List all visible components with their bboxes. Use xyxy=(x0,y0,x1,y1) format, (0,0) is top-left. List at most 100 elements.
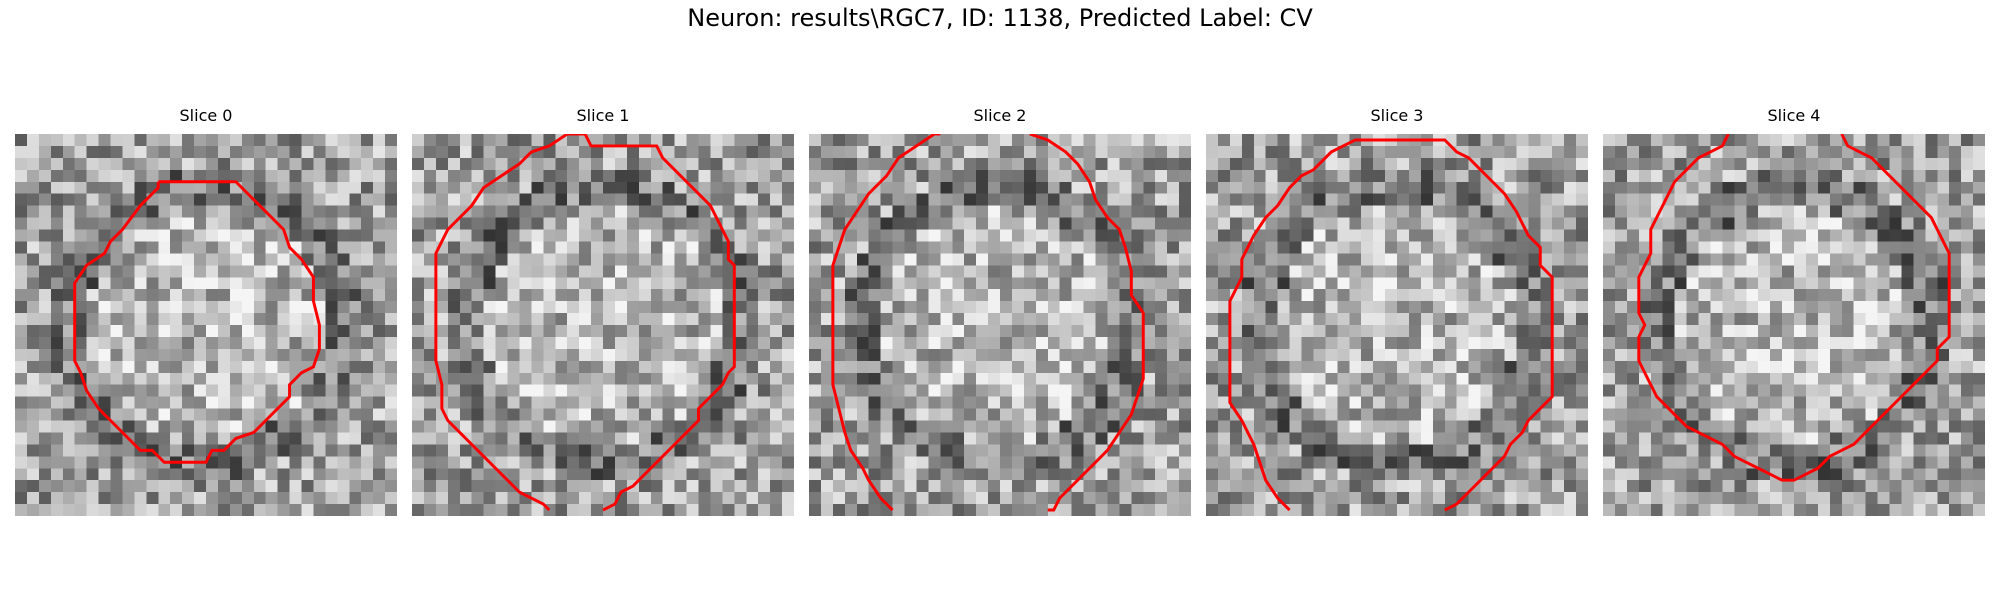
pixel xyxy=(904,444,917,457)
pixel xyxy=(1638,301,1651,314)
pixel xyxy=(229,325,243,338)
pixel xyxy=(483,468,496,481)
pixel xyxy=(1913,241,1926,254)
pixel xyxy=(1468,444,1481,457)
pixel xyxy=(1241,193,1254,206)
pixel xyxy=(1889,348,1902,362)
pixel xyxy=(746,456,759,469)
pixel xyxy=(614,336,628,350)
pixel xyxy=(361,253,374,266)
pixel xyxy=(809,181,822,194)
pixel xyxy=(1349,301,1362,314)
pixel xyxy=(734,456,747,469)
pixel xyxy=(519,289,532,302)
pixel xyxy=(626,301,640,314)
pixel xyxy=(686,277,699,290)
pixel xyxy=(423,169,437,182)
pixel xyxy=(495,205,508,218)
pixel xyxy=(662,480,675,493)
pixel xyxy=(1949,325,1962,338)
pixel xyxy=(1961,408,1974,421)
pixel xyxy=(952,217,965,230)
pixel xyxy=(614,384,628,397)
pixel xyxy=(483,372,496,385)
pixel xyxy=(1650,265,1663,278)
pixel xyxy=(746,301,759,314)
pixel xyxy=(832,181,846,194)
pixel xyxy=(809,336,822,350)
pixel xyxy=(674,408,687,421)
pixel xyxy=(206,313,219,326)
pixel xyxy=(361,193,374,206)
pixel xyxy=(1325,181,1338,194)
pixel xyxy=(98,265,111,278)
pixel xyxy=(337,384,350,397)
pixel xyxy=(325,444,338,457)
pixel xyxy=(1662,360,1675,373)
pixel xyxy=(976,265,989,278)
pixel xyxy=(1528,432,1541,445)
pixel xyxy=(1408,480,1422,493)
pixel xyxy=(26,169,40,182)
pixel xyxy=(1794,360,1807,373)
pixel xyxy=(1686,336,1699,350)
pixel xyxy=(361,384,374,397)
pixel xyxy=(928,432,941,445)
pixel xyxy=(1865,134,1878,147)
pixel xyxy=(809,468,822,481)
pixel xyxy=(820,193,834,206)
pixel xyxy=(1047,265,1060,278)
pixel xyxy=(626,313,640,326)
pixel xyxy=(146,456,159,469)
pixel xyxy=(770,444,783,457)
pixel xyxy=(170,360,183,373)
pixel xyxy=(1865,253,1878,266)
pixel xyxy=(1107,277,1120,290)
pixel xyxy=(1000,145,1013,159)
pixel xyxy=(1397,444,1410,457)
pixel xyxy=(1468,145,1481,159)
pixel xyxy=(650,217,663,230)
pixel xyxy=(770,456,783,469)
pixel xyxy=(722,277,735,290)
pixel xyxy=(26,134,40,147)
pixel xyxy=(1576,289,1588,302)
pixel xyxy=(170,432,183,445)
pixel xyxy=(1167,241,1180,254)
pixel xyxy=(110,289,123,302)
pixel xyxy=(1552,336,1565,350)
pixel xyxy=(98,384,111,397)
pixel xyxy=(217,396,231,409)
pixel xyxy=(1023,504,1037,516)
pixel xyxy=(1468,253,1481,266)
pixel xyxy=(146,336,159,350)
pixel xyxy=(1504,456,1517,469)
pixel xyxy=(650,384,663,397)
pixel xyxy=(626,325,640,338)
pixel xyxy=(1408,241,1422,254)
pixel xyxy=(1949,229,1962,242)
pixel xyxy=(579,348,592,362)
pixel xyxy=(1167,348,1180,362)
pixel xyxy=(1805,336,1819,350)
pixel xyxy=(74,432,87,445)
pixel xyxy=(194,241,207,254)
pixel xyxy=(674,372,687,385)
pixel xyxy=(1698,265,1711,278)
pixel xyxy=(1155,468,1168,481)
pixel xyxy=(832,468,846,481)
pixel xyxy=(1552,456,1565,469)
pixel xyxy=(868,408,881,421)
pixel xyxy=(1456,169,1469,182)
pixel xyxy=(1540,432,1553,445)
pixel xyxy=(1179,468,1191,481)
pixel xyxy=(86,145,99,159)
pixel xyxy=(1444,372,1457,385)
pixel xyxy=(1119,145,1132,159)
pixel xyxy=(265,432,278,445)
pixel xyxy=(1770,134,1783,147)
pixel xyxy=(1289,360,1302,373)
pixel xyxy=(1071,456,1084,469)
pixel xyxy=(146,205,159,218)
pixel xyxy=(638,217,651,230)
